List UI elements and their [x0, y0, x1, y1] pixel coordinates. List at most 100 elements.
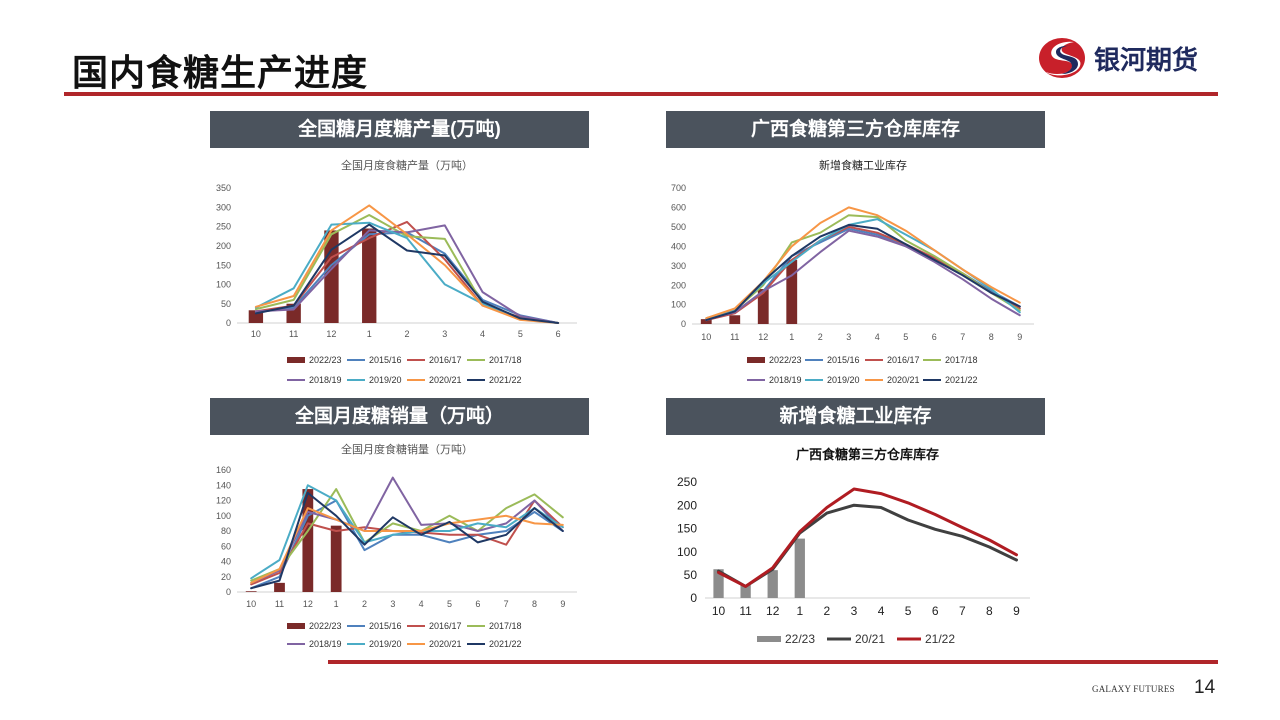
legend-item-2019-20: 2019/20: [347, 375, 402, 385]
y-tick-label: 600: [671, 203, 686, 213]
y-tick-label: 0: [226, 318, 231, 328]
y-tick-label: 140: [216, 480, 231, 490]
series-line-2019-20: [254, 221, 560, 324]
y-tick-label: 200: [216, 241, 231, 251]
bar-2022-23-10: [245, 591, 257, 592]
legend-label: 2016/17: [429, 355, 462, 365]
y-tick-label: 150: [677, 522, 697, 536]
x-tick-label: 11: [289, 329, 298, 339]
legend-item-2022-23: 2022/23: [747, 355, 802, 365]
top-divider: [64, 92, 1218, 96]
series-line-2018-19: [705, 229, 1021, 321]
y-tick-label: 400: [671, 241, 686, 251]
legend-swatch: [287, 357, 305, 363]
y-tick-label: 100: [216, 280, 231, 290]
series-line-2015-16: [250, 499, 564, 590]
y-tick-label: 250: [216, 222, 231, 232]
bar-2022-23-12: [302, 489, 314, 592]
legend-item-2016-17: 2016/17: [865, 355, 920, 365]
x-tick-label: 4: [878, 604, 885, 618]
bar-2022-23-11: [729, 315, 741, 324]
series-line-2019-20: [250, 484, 564, 580]
legend-label: 2016/17: [887, 355, 920, 365]
legend-swatch: [747, 357, 765, 363]
x-tick-label: 3: [390, 599, 395, 609]
bar-2022-23-1: [330, 525, 342, 592]
series-line-2020-21: [250, 507, 564, 584]
legend-item-2018-19: 2018/19: [747, 375, 802, 385]
y-tick-label: 200: [671, 280, 686, 290]
legend-label: 2021/22: [489, 639, 522, 649]
legend-label: 20/21: [855, 632, 885, 646]
legend-item-2021-22: 2021/22: [467, 375, 522, 385]
bar-2022-23-12: [757, 289, 769, 324]
x-tick-label: 10: [251, 329, 261, 339]
x-tick-label: 9: [560, 599, 565, 609]
x-tick-label: 12: [758, 332, 768, 342]
legend-label: 2017/18: [489, 355, 522, 365]
legend-item-2019-20: 2019/20: [347, 639, 402, 649]
bar-22-23-1: [794, 538, 805, 598]
x-tick-label: 12: [326, 329, 336, 339]
y-tick-label: 100: [216, 511, 231, 521]
bar-2022-23-1: [786, 259, 798, 324]
x-tick-label: 4: [480, 329, 485, 339]
legend-label: 2020/21: [429, 639, 462, 649]
legend-label: 2021/22: [489, 375, 522, 385]
x-tick-label: 1: [796, 604, 803, 618]
bar-22-23-11: [740, 585, 751, 598]
legend-swatch: [287, 623, 305, 629]
legend-item-2016-17: 2016/17: [407, 621, 462, 631]
legend-label: 2016/17: [429, 621, 462, 631]
x-tick-label: 8: [532, 599, 537, 609]
y-tick-label: 350: [216, 183, 231, 193]
x-tick-label: 10: [712, 604, 726, 618]
legend-item-2018-19: 2018/19: [287, 375, 342, 385]
series-line-2021-22: [705, 223, 1021, 322]
panel-header-sales: 全国月度糖销量（万吨）: [210, 398, 589, 435]
x-tick-label: 12: [303, 599, 313, 609]
x-tick-label: 2: [362, 599, 367, 609]
series-line-2021-22: [250, 491, 564, 590]
panel-header-guangxi-warehouse: 广西食糖第三方仓库库存: [666, 111, 1045, 148]
legend-label: 2020/21: [887, 375, 920, 385]
legend-label: 2017/18: [489, 621, 522, 631]
legend-label: 2017/18: [945, 355, 978, 365]
x-tick-label: 11: [739, 604, 752, 618]
legend-item-2020-21: 2020/21: [407, 639, 462, 649]
legend-label: 2019/20: [827, 375, 860, 385]
legend-label: 2018/19: [769, 375, 802, 385]
legend-item-2017-18: 2017/18: [467, 621, 522, 631]
x-tick-label: 9: [1013, 604, 1020, 618]
y-tick-label: 100: [677, 545, 697, 559]
legend-item-22-23: 22/23: [757, 632, 815, 646]
x-tick-label: 3: [442, 329, 447, 339]
legend-item-21-22: 21/22: [897, 632, 955, 646]
legend-label: 2022/23: [769, 355, 802, 365]
legend-swatch: [757, 636, 781, 642]
x-tick-label: 8: [989, 332, 994, 342]
y-tick-label: 160: [216, 465, 231, 475]
chart-title: 全国月度食糖销量（万吨）: [341, 442, 473, 456]
x-tick-label: 4: [875, 332, 880, 342]
legend-item-2018-19: 2018/19: [287, 639, 342, 649]
y-tick-label: 150: [216, 260, 231, 270]
legend-item-2015-16: 2015/16: [805, 355, 860, 365]
legend-label: 2020/21: [429, 375, 462, 385]
x-tick-label: 1: [334, 599, 339, 609]
legend-item-2019-20: 2019/20: [805, 375, 860, 385]
page-number: 14: [1194, 677, 1216, 698]
chart-title: 广西食糖第三方仓库库存: [796, 447, 939, 462]
y-tick-label: 50: [684, 568, 698, 582]
bottom-divider: [328, 660, 1218, 664]
x-tick-label: 1: [789, 332, 794, 342]
x-tick-label: 10: [246, 599, 256, 609]
galaxy-logo-icon: [1039, 38, 1085, 78]
legend-label: 2022/23: [309, 355, 342, 365]
chart-title: 新增食糖工业库存: [819, 158, 907, 172]
y-tick-label: 200: [677, 498, 697, 512]
